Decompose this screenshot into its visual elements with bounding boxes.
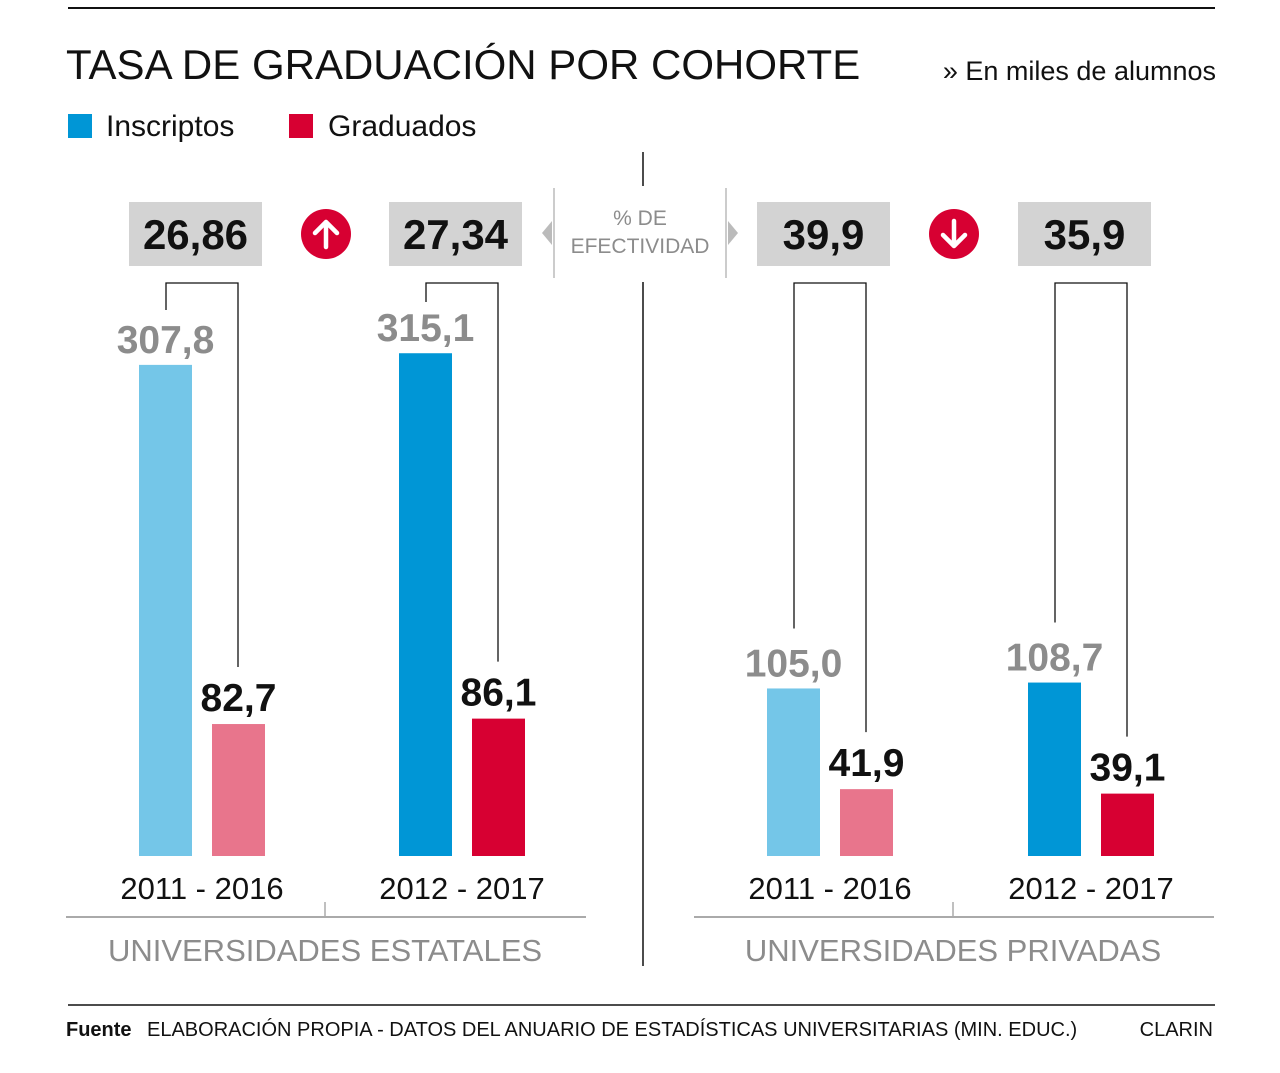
legend-label-graduados: Graduados — [328, 110, 476, 143]
value-label-graduados: 41,9 — [829, 742, 905, 785]
efectividad-label-line2: EFECTIVIDAD — [571, 235, 710, 258]
legend-label-inscriptos: Inscriptos — [106, 110, 234, 143]
bar-inscriptos — [399, 353, 452, 856]
plot-area: 26,86 307,8 82,7 2011 - 2016 27,34 315,1 86,1 2… — [66, 202, 1214, 968]
value-label-inscriptos: 315,1 — [377, 307, 475, 350]
legend-swatch-inscriptos — [68, 114, 92, 138]
bar-graduados — [1101, 793, 1154, 856]
efectividad-connector — [793, 282, 867, 733]
value-label-graduados: 82,7 — [201, 677, 277, 720]
source-text: ELABORACIÓN PROPIA - DATOS DEL ANUARIO D… — [147, 1018, 1077, 1041]
efectividad-box — [389, 202, 522, 266]
legend-swatch-graduados — [289, 114, 313, 138]
efectividad-connector — [425, 282, 499, 662]
efectividad-box — [1018, 202, 1151, 266]
bar-inscriptos — [1028, 682, 1081, 856]
arrow-up-glyph — [312, 219, 340, 250]
value-label-inscriptos: 105,0 — [745, 642, 843, 685]
value-label-graduados: 39,1 — [1090, 747, 1166, 790]
efectividad-value: 26,86 — [143, 211, 248, 258]
cohort-label: 2012 - 2017 — [1008, 871, 1173, 906]
source-label: Fuente — [66, 1019, 132, 1041]
cohort-label: 2011 - 2016 — [748, 871, 911, 906]
efectividad-value: 39,9 — [783, 211, 865, 258]
bar-graduados — [840, 789, 893, 856]
chart-title: TASA DE GRADUACIÓN POR COHORTE — [66, 41, 860, 88]
efectividad-connector — [165, 282, 239, 668]
efectividad-connector — [1054, 282, 1128, 737]
cohort-label: 2012 - 2017 — [379, 871, 544, 906]
bar-graduados — [212, 724, 265, 856]
cohort-label: 2011 - 2016 — [120, 871, 283, 906]
efectividad-box — [129, 202, 262, 266]
efectividad-value: 27,34 — [403, 211, 509, 258]
value-label-graduados: 86,1 — [461, 672, 537, 715]
unit-note: » En miles de alumnos — [943, 56, 1216, 86]
efectividad-box — [757, 202, 890, 266]
efectividad-value: 35,9 — [1044, 211, 1126, 258]
value-label-inscriptos: 307,8 — [117, 319, 215, 362]
brand-label: CLARIN — [1140, 1019, 1213, 1041]
group-label: UNIVERSIDADES PRIVADAS — [745, 933, 1161, 968]
efectividad-label-line1: % DE — [613, 207, 667, 230]
bar-graduados — [472, 718, 525, 856]
bar-inscriptos — [767, 688, 820, 856]
group-label: UNIVERSIDADES ESTATALES — [108, 933, 542, 968]
bar-inscriptos — [139, 364, 192, 856]
legend: Inscriptos Graduados — [68, 110, 476, 143]
efectividad-label: % DE EFECTIVIDAD — [542, 188, 738, 278]
value-label-inscriptos: 108,7 — [1006, 637, 1104, 680]
arrow-down-glyph — [940, 218, 968, 249]
